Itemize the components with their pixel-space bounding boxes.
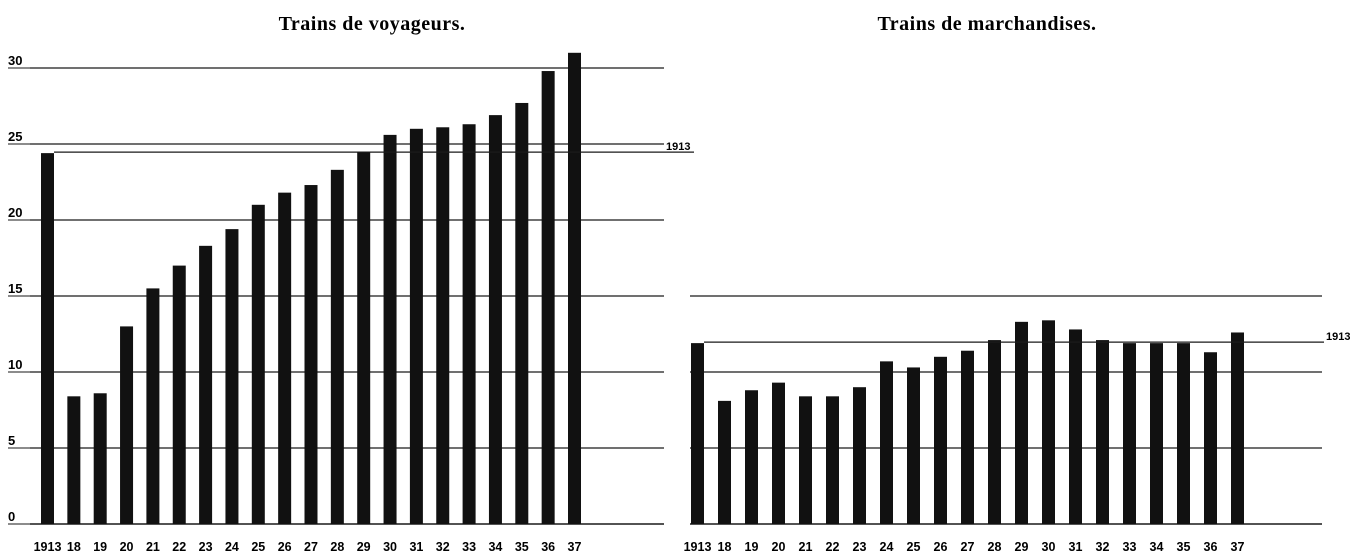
x-tick-label: 32	[1096, 540, 1110, 554]
bar	[251, 204, 265, 525]
bar	[1123, 343, 1136, 524]
bar	[172, 265, 186, 524]
chart-title: Trains de voyageurs.	[279, 13, 466, 35]
x-tick-label: 21	[799, 540, 813, 554]
bar	[799, 396, 812, 524]
bar	[880, 361, 893, 524]
x-tick-label: 31	[409, 540, 423, 554]
x-tick-label: 1913	[684, 540, 712, 554]
bar	[718, 400, 731, 524]
bar	[436, 127, 450, 524]
x-tick-label: 26	[934, 540, 948, 554]
x-tick-label: 29	[1015, 540, 1029, 554]
x-tick-label: 37	[568, 540, 582, 554]
bar	[568, 52, 581, 525]
bar	[961, 350, 974, 524]
freight-trains-chart: Trains de marchandises. 1913 1913 18 19 20 2…	[684, 13, 1350, 554]
x-tick-label: 25	[251, 540, 265, 554]
reference-line-label: 1913	[1326, 331, 1350, 343]
x-tick-label: 36	[541, 540, 555, 554]
passenger-trains-chart: Trains de voyageurs. 0 5 10 15 20 25 30 1913 1…	[8, 13, 694, 554]
x-tick-label: 28	[330, 540, 344, 554]
bar	[772, 382, 785, 524]
bar	[1150, 343, 1163, 524]
y-tick-label: 25	[8, 129, 22, 144]
x-tick-label: 36	[1204, 540, 1218, 554]
bar	[383, 134, 397, 524]
x-tick-label: 22	[172, 540, 186, 554]
y-tick-label: 0	[8, 509, 15, 524]
y-tick-label: 20	[8, 205, 22, 220]
bar	[225, 229, 239, 524]
x-tick-label: 18	[718, 540, 732, 554]
x-tick-label: 37	[1231, 540, 1245, 554]
bar	[826, 396, 839, 524]
bar	[278, 192, 292, 524]
bar	[41, 153, 54, 524]
bar	[330, 169, 344, 524]
x-tick-label: 32	[436, 540, 450, 554]
bar	[357, 151, 371, 524]
x-tick-label: 18	[67, 540, 81, 554]
bar	[541, 71, 555, 524]
bar	[691, 343, 704, 524]
bar	[1069, 329, 1082, 524]
x-tick-label: 23	[199, 540, 213, 554]
x-tick-label: 28	[988, 540, 1002, 554]
x-tick-label: 21	[146, 540, 160, 554]
chart-title: Trains de marchandises.	[877, 13, 1096, 35]
bar	[934, 356, 947, 524]
x-tick-label: 24	[225, 540, 239, 554]
x-tick-label: 33	[1123, 540, 1137, 554]
bar	[907, 367, 920, 524]
x-tick-label: 19	[745, 540, 759, 554]
bar	[462, 124, 476, 525]
bar	[199, 245, 213, 524]
x-tick-label: 20	[120, 540, 134, 554]
bar	[1015, 321, 1028, 524]
bar	[1177, 343, 1190, 524]
x-tick-label: 34	[488, 540, 502, 554]
x-tick-label: 30	[1042, 540, 1056, 554]
y-tick-label: 15	[8, 281, 22, 296]
bar	[67, 396, 81, 524]
x-tick-label: 31	[1069, 540, 1083, 554]
x-tick-label: 30	[383, 540, 397, 554]
bar	[1042, 320, 1055, 524]
x-tick-label: 34	[1150, 540, 1164, 554]
bar	[1096, 340, 1109, 524]
x-tick-label: 29	[357, 540, 371, 554]
y-tick-label: 10	[8, 357, 22, 372]
bar	[515, 102, 529, 525]
x-tick-label: 27	[304, 540, 318, 554]
x-tick-label: 1913	[34, 540, 62, 554]
bar	[304, 185, 318, 525]
bar	[1204, 352, 1217, 524]
bar	[120, 326, 134, 524]
x-tick-label: 22	[826, 540, 840, 554]
x-tick-label: 26	[278, 540, 292, 554]
bar	[409, 128, 423, 525]
y-tick-label: 5	[8, 433, 15, 448]
bar	[1231, 332, 1244, 524]
bar	[853, 387, 866, 524]
bar	[745, 390, 758, 524]
bar	[93, 393, 107, 524]
bar	[988, 340, 1001, 524]
y-tick-label: 30	[8, 53, 22, 68]
x-tick-label: 24	[880, 540, 894, 554]
x-tick-label: 20	[772, 540, 786, 554]
x-tick-label: 27	[961, 540, 975, 554]
reference-line-label: 1913	[666, 141, 690, 153]
x-tick-label: 33	[462, 540, 476, 554]
bar	[146, 288, 160, 524]
x-tick-label: 35	[515, 540, 529, 554]
bar	[488, 115, 502, 525]
x-tick-label: 19	[93, 540, 107, 554]
x-tick-label: 23	[853, 540, 867, 554]
x-tick-label: 25	[907, 540, 921, 554]
x-tick-label: 35	[1177, 540, 1191, 554]
